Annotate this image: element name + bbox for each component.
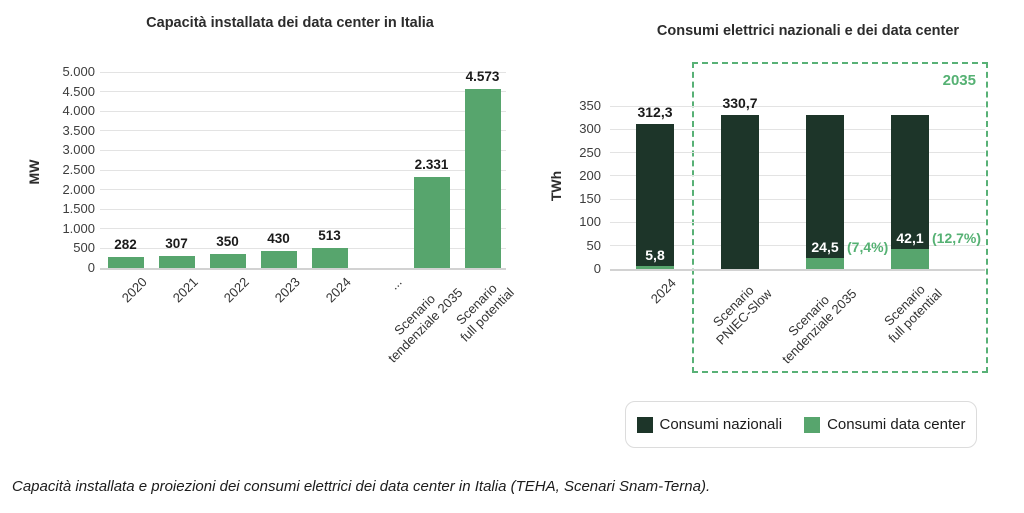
y-tick-label: 3.000 xyxy=(62,142,95,158)
y-tick-label: 200 xyxy=(579,167,601,183)
gridline xyxy=(610,198,985,200)
legend-swatch-consumi-data-center xyxy=(804,416,821,433)
gridline xyxy=(610,128,985,130)
bar-value-label: 350 xyxy=(216,234,239,250)
bar-2020 xyxy=(107,256,144,268)
x-tick-label: 2024 xyxy=(647,275,679,307)
chart1-title: Capacità installata dei data center in I… xyxy=(146,15,434,31)
gridline xyxy=(100,189,506,191)
scenario-2035-label: 2035 xyxy=(942,72,976,89)
y-tick-label: 500 xyxy=(73,240,95,256)
gridline xyxy=(100,208,506,210)
gridline xyxy=(100,149,506,151)
bar-nazionali-Scenario xyxy=(806,114,844,258)
bar-percent-label: (7,4%) xyxy=(847,238,889,255)
legend-item-consumi-nazionali: Consumi nazionali xyxy=(636,416,783,433)
gridline xyxy=(100,247,506,249)
y-tick-label: 1.500 xyxy=(62,201,95,217)
bar-nazionali-2024 xyxy=(636,123,674,267)
gridline xyxy=(610,245,985,247)
bar-2023 xyxy=(260,251,297,268)
gridline xyxy=(610,105,985,107)
gridline xyxy=(610,175,985,177)
scenario-2035-dashed-box: 2035 xyxy=(692,62,988,373)
y-tick-label: 2.500 xyxy=(62,162,95,177)
bar-percent-label: (12,7%) xyxy=(932,230,982,247)
bar-value-label: 430 xyxy=(267,231,290,247)
figure-caption: Capacità installata e proiezioni dei con… xyxy=(12,478,711,495)
bar-nazionali-Scenario xyxy=(721,114,759,269)
gridline xyxy=(100,91,506,93)
y-tick-label: 2.000 xyxy=(62,181,95,197)
x-tick-label: Scenario PNIEC-Slow xyxy=(709,282,775,348)
gridline xyxy=(100,110,506,112)
y-tick-label: 1.000 xyxy=(62,220,95,236)
y-tick-label: 0 xyxy=(87,260,95,275)
gridline xyxy=(610,221,985,223)
legend-label-consumi-data-center: Consumi data center xyxy=(827,416,966,433)
bar-value-label: 513 xyxy=(318,227,341,243)
chart2-title: Consumi elettrici nazionali e dei data c… xyxy=(656,23,960,39)
x-tick-label: Scenario tendenziale 2035 xyxy=(778,285,860,367)
y-tick-label: 4.500 xyxy=(62,83,95,99)
bar-datacenter-Scenario xyxy=(806,257,844,269)
bar-value-label: 282 xyxy=(114,236,137,252)
x-tick-label: Scenario full potential xyxy=(880,281,945,346)
bar-total-label: 312,3 xyxy=(637,103,673,120)
gridline xyxy=(610,152,985,154)
bar-Scenario xyxy=(464,88,501,268)
bar-nazionali-Scenario xyxy=(891,114,929,250)
bar-datacenter-Scenario xyxy=(891,249,929,269)
legend-item-consumi-data-center: Consumi data center xyxy=(804,416,965,433)
bar-Scenario xyxy=(413,176,450,268)
y-tick-label: 150 xyxy=(579,191,601,207)
bar-value-label: 2.331 xyxy=(414,156,449,172)
gridline xyxy=(610,268,985,271)
bar-value-label: 307 xyxy=(165,235,188,251)
gridline xyxy=(100,130,506,132)
bar-datacenter-2024 xyxy=(636,266,674,269)
gridline xyxy=(100,169,506,171)
bar-2021 xyxy=(158,255,195,268)
y-tick-label: 5.000 xyxy=(62,64,95,79)
bar-total-label: 330,7 xyxy=(722,94,758,111)
bar-datacenter-label: 42,1 xyxy=(896,230,924,247)
legend: Consumi nazionali Consumi data center xyxy=(625,401,977,448)
y-tick-label: 300 xyxy=(579,121,601,137)
bar-datacenter-label: 24,5 xyxy=(811,238,839,255)
bar-2024 xyxy=(311,247,348,268)
y-tick-label: 50 xyxy=(586,237,601,253)
y-tick-label: 0 xyxy=(593,261,601,276)
y-tick-label: 100 xyxy=(579,214,601,230)
legend-label-consumi-nazionali: Consumi nazionali xyxy=(659,416,783,433)
legend-swatch-consumi-nazionali xyxy=(636,416,653,433)
gridline xyxy=(100,267,506,270)
bar-2022 xyxy=(209,254,246,268)
y-tick-label: 250 xyxy=(579,144,601,160)
bar-datacenter-label: 5,8 xyxy=(645,247,665,264)
gridline xyxy=(100,228,506,230)
y-tick-label: 4.000 xyxy=(62,103,95,119)
y-tick-label: 350 xyxy=(579,98,601,113)
bar-value-label: 4.573 xyxy=(465,68,500,84)
y-tick-label: 3.500 xyxy=(62,122,95,138)
gridline xyxy=(100,71,506,73)
